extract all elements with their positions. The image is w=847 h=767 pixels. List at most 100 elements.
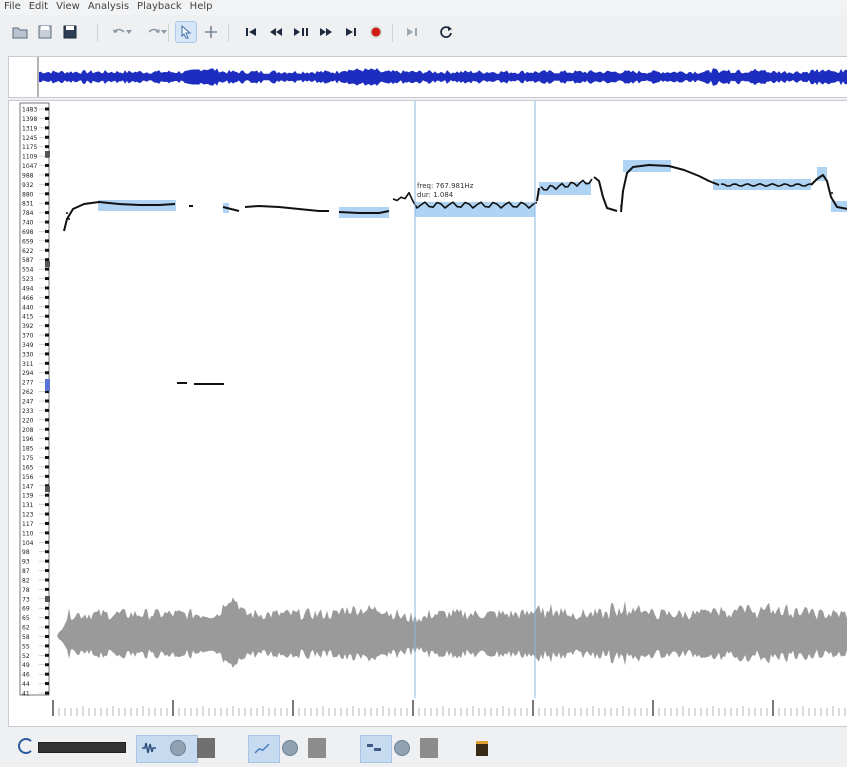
loop-icon[interactable] [435, 21, 457, 43]
pitch-axis-label: 208 [22, 427, 34, 434]
pitch-axis-label: 330 [22, 351, 34, 358]
pitch-axis-label: 554 [22, 267, 34, 274]
pitch-axis-label: 49 [22, 662, 30, 669]
pitch-axis-label: 622 [22, 248, 34, 255]
pitch-axis-label: 82 [22, 577, 30, 584]
toolbar-separator [392, 24, 393, 42]
pitch-axis-label: 349 [22, 342, 34, 349]
pitch-segment [593, 176, 618, 212]
rewind-start-icon[interactable] [240, 21, 262, 43]
toolbar-separator [97, 24, 98, 42]
save-as-icon[interactable] [59, 21, 81, 43]
pitch-axis-label: 44 [22, 681, 30, 688]
pitch-axis-label: 110 [22, 530, 34, 537]
pitch-visibility-icon[interactable] [282, 740, 298, 756]
notes-layer-icon [366, 743, 382, 753]
pitch-axis-label: 523 [22, 276, 34, 283]
pitch-axis-label: 147 [22, 483, 34, 490]
pitch-axis-label: 58 [22, 634, 30, 641]
volume-knob[interactable] [18, 738, 34, 754]
pitch-axis-label: 117 [22, 521, 34, 528]
pitch-axis-label: 988 [22, 172, 34, 179]
pitch-axis-label: 185 [22, 446, 34, 453]
pitch-axis: 1483 1398 1319 1245 1175 1109 1047 988 932 880 831… [19, 102, 50, 698]
pitch-segment [720, 183, 812, 187]
pitch-pane[interactable]: 1483 1398 1319 1245 1175 1109 1047 988 932 880 831… [8, 100, 847, 700]
menu-analysis[interactable]: Analysis [87, 1, 130, 12]
menu-help[interactable]: Help [189, 1, 213, 12]
pitch-segment [338, 210, 390, 214]
note-box[interactable] [415, 202, 535, 217]
menu-view[interactable]: View [56, 1, 80, 12]
pitch-segment [244, 205, 329, 212]
pitch-axis-label: 247 [22, 399, 34, 406]
select-tool-icon[interactable] [175, 21, 197, 43]
pitch-color-swatch[interactable] [308, 738, 326, 758]
redo-icon[interactable] [143, 21, 165, 43]
menu-file[interactable]: File [4, 1, 21, 12]
redo-dropdown-icon[interactable] [159, 21, 169, 43]
pitch-segment [536, 187, 540, 202]
pitch-axis-label: 262 [22, 389, 34, 396]
notes-color-swatch[interactable] [420, 738, 438, 758]
play-pause-icon[interactable] [290, 21, 312, 43]
pitch-layer-tab[interactable] [248, 735, 280, 763]
pitch-axis-label: 784 [22, 210, 34, 217]
fast-forward-icon[interactable] [315, 21, 337, 43]
pitch-axis-label: 494 [22, 285, 34, 292]
note-box[interactable] [539, 182, 591, 195]
toolbar-separator [168, 24, 169, 42]
pitch-axis-label: 740 [22, 220, 34, 227]
note-box[interactable] [817, 167, 827, 181]
pitch-segment [540, 178, 593, 191]
save-icon[interactable] [34, 21, 56, 43]
undo-dropdown-icon[interactable] [124, 21, 134, 43]
pitch-segment [392, 191, 538, 209]
waveform-layer-icon [141, 741, 157, 755]
pitch-axis-label: 392 [22, 323, 34, 330]
notes-layer-tab[interactable] [360, 735, 392, 763]
pitch-axis-label: 880 [22, 191, 34, 198]
pitch-axis-label: 55 [22, 643, 30, 650]
pitch-axis-label: 1109 [22, 154, 37, 161]
pitch-axis-label: 587 [22, 257, 34, 264]
waveform-layer-tab[interactable] [136, 735, 198, 763]
pitch-axis-label: 46 [22, 672, 30, 679]
undo-icon[interactable] [108, 21, 130, 43]
notes-visibility-icon[interactable] [394, 740, 410, 756]
waveform-color-swatch[interactable] [197, 738, 215, 758]
open-icon[interactable] [9, 21, 31, 43]
pitch-axis-label: 87 [22, 568, 30, 575]
note-freq-label: freq: 767.981Hz [417, 182, 474, 190]
spectrogram-layer-icon[interactable] [476, 741, 488, 756]
menu-edit[interactable]: Edit [28, 1, 49, 12]
pitch-axis-label: 311 [22, 361, 34, 368]
pitch-canvas: 1483 1398 1319 1245 1175 1109 1047 988 932 880 831… [19, 101, 847, 699]
move-tool-icon[interactable] [200, 21, 222, 43]
pitch-axis-label: 196 [22, 436, 34, 443]
record-icon[interactable] [365, 21, 387, 43]
constrain-playback-icon[interactable] [402, 21, 424, 43]
pitch-axis-label: 104 [22, 540, 34, 547]
pitch-axis-label: 41 [22, 691, 30, 698]
pitch-axis-label: 659 [22, 238, 34, 245]
pitch-axis-label: 1398 [22, 116, 37, 123]
menu-playback[interactable]: Playback [137, 1, 182, 12]
forward-end-icon[interactable] [340, 21, 362, 43]
pitch-layer-icon [254, 741, 270, 755]
pitch-axis-label: 165 [22, 464, 34, 471]
toolbar [0, 16, 847, 50]
waveform-overview[interactable] [8, 56, 847, 98]
note-dur-label: dur: 1.084 [417, 191, 454, 199]
time-ruler[interactable] [8, 698, 847, 727]
pitch-axis-label: 62 [22, 625, 30, 632]
waveform-visibility-icon[interactable] [170, 740, 186, 756]
pitch-axis-label: 932 [22, 182, 34, 189]
pitch-segment [222, 206, 240, 212]
pitch-axis-label: 277 [22, 380, 34, 387]
rewind-icon[interactable] [265, 21, 287, 43]
level-slider[interactable] [38, 742, 126, 753]
pitch-axis-label: 65 [22, 615, 30, 622]
pitch-axis-label: 175 [22, 455, 34, 462]
pitch-axis-label: 123 [22, 512, 34, 519]
